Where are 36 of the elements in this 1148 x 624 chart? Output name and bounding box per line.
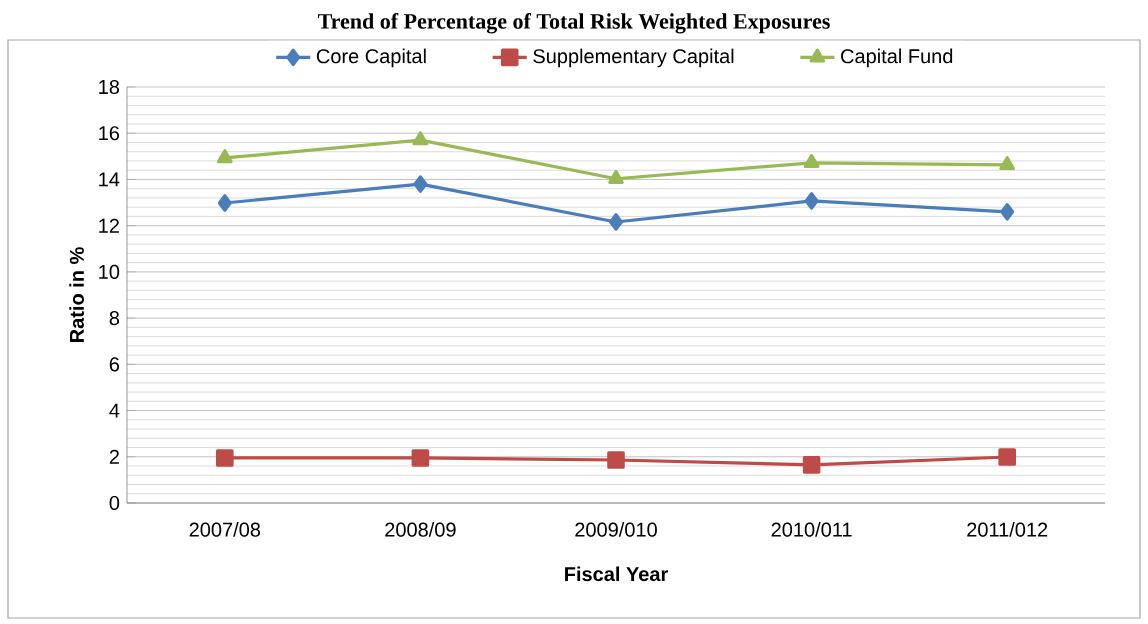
- x-tick-label: 2010/011: [771, 522, 852, 537]
- y-tick-label: 2: [109, 449, 119, 464]
- y-tick-label: 14: [99, 172, 120, 187]
- point: [804, 192, 819, 210]
- point: [803, 154, 820, 168]
- legend-label: Core Capital: [316, 48, 426, 68]
- y-tick-label: 4: [109, 403, 120, 418]
- point: [607, 451, 625, 469]
- y-axis-title: Ratio in %: [69, 247, 84, 342]
- chart-title: Trend of Percentage of Total Risk Weighted Exposures: [317, 13, 830, 34]
- point: [412, 131, 429, 146]
- point: [999, 156, 1016, 171]
- point: [802, 456, 821, 474]
- legend-label: Supplementary Capital: [533, 48, 734, 68]
- point: [411, 449, 430, 467]
- point: [217, 194, 232, 212]
- y-tick-label: 18: [99, 79, 120, 95]
- y-tick-label: 8: [109, 311, 120, 326]
- x-tick-label: 2008/09: [385, 522, 456, 537]
- point: [1000, 203, 1015, 221]
- point: [608, 169, 624, 184]
- y-tick-label: 6: [109, 357, 120, 372]
- x-tick-label: 2009/010: [575, 522, 657, 537]
- point: [413, 175, 428, 193]
- point: [998, 448, 1016, 466]
- point: [216, 449, 234, 467]
- y-tick-label: 12: [99, 218, 119, 233]
- y-tick-label: 0: [109, 495, 120, 511]
- point: [609, 213, 623, 231]
- point: [216, 149, 233, 164]
- y-tick-label: 16: [99, 126, 120, 141]
- legend-label: Capital Fund: [841, 48, 953, 68]
- y-tick-label: 10: [99, 264, 120, 279]
- x-tick-label: 2007/08: [189, 522, 261, 537]
- x-axis-title: Fiscal Year: [565, 566, 668, 582]
- x-tick-label: 2011/012: [967, 522, 1048, 537]
